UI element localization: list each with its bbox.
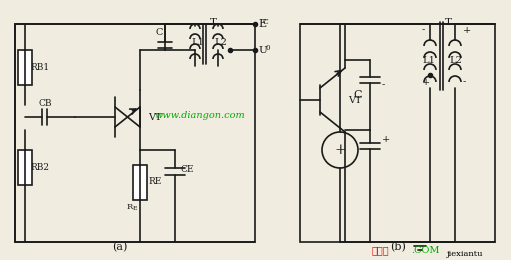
Text: -: - [382,81,385,89]
Text: L1: L1 [422,55,435,64]
Text: VT: VT [348,95,362,105]
Text: +: + [422,77,430,87]
Text: www.diangon.com: www.diangon.com [155,110,245,120]
Text: RB2: RB2 [30,162,49,172]
Text: R: R [127,203,133,211]
Text: -: - [463,77,466,87]
Text: L2: L2 [449,55,462,64]
Text: jiexiantu: jiexiantu [447,250,483,258]
Text: E: E [258,19,266,29]
Bar [18,150,32,185]
Text: C: C [155,28,162,36]
Text: L2: L2 [214,37,227,47]
Text: C: C [263,18,269,26]
Text: +: + [463,25,471,35]
Text: RE: RE [148,178,161,186]
Bar [133,165,147,200]
Text: 接线图: 接线图 [371,246,389,255]
Text: CE: CE [180,166,194,174]
Text: L1: L1 [191,37,204,47]
Text: +: + [334,143,346,157]
Bar [300,24,495,242]
Bar [18,50,32,85]
Text: -: - [422,25,425,35]
Text: C: C [353,90,361,100]
Text: (a): (a) [112,242,128,252]
Text: U: U [258,46,267,55]
Text: (b): (b) [390,242,406,252]
Text: .COM: .COM [411,246,439,255]
Bar [15,24,255,242]
Text: E: E [133,206,137,211]
Text: T: T [445,17,452,27]
Text: +: + [382,135,390,145]
Text: CB: CB [38,99,52,108]
Text: VT: VT [148,113,161,121]
Text: RB1: RB1 [30,62,49,72]
Text: 0: 0 [266,44,270,52]
Text: T: T [210,17,217,27]
